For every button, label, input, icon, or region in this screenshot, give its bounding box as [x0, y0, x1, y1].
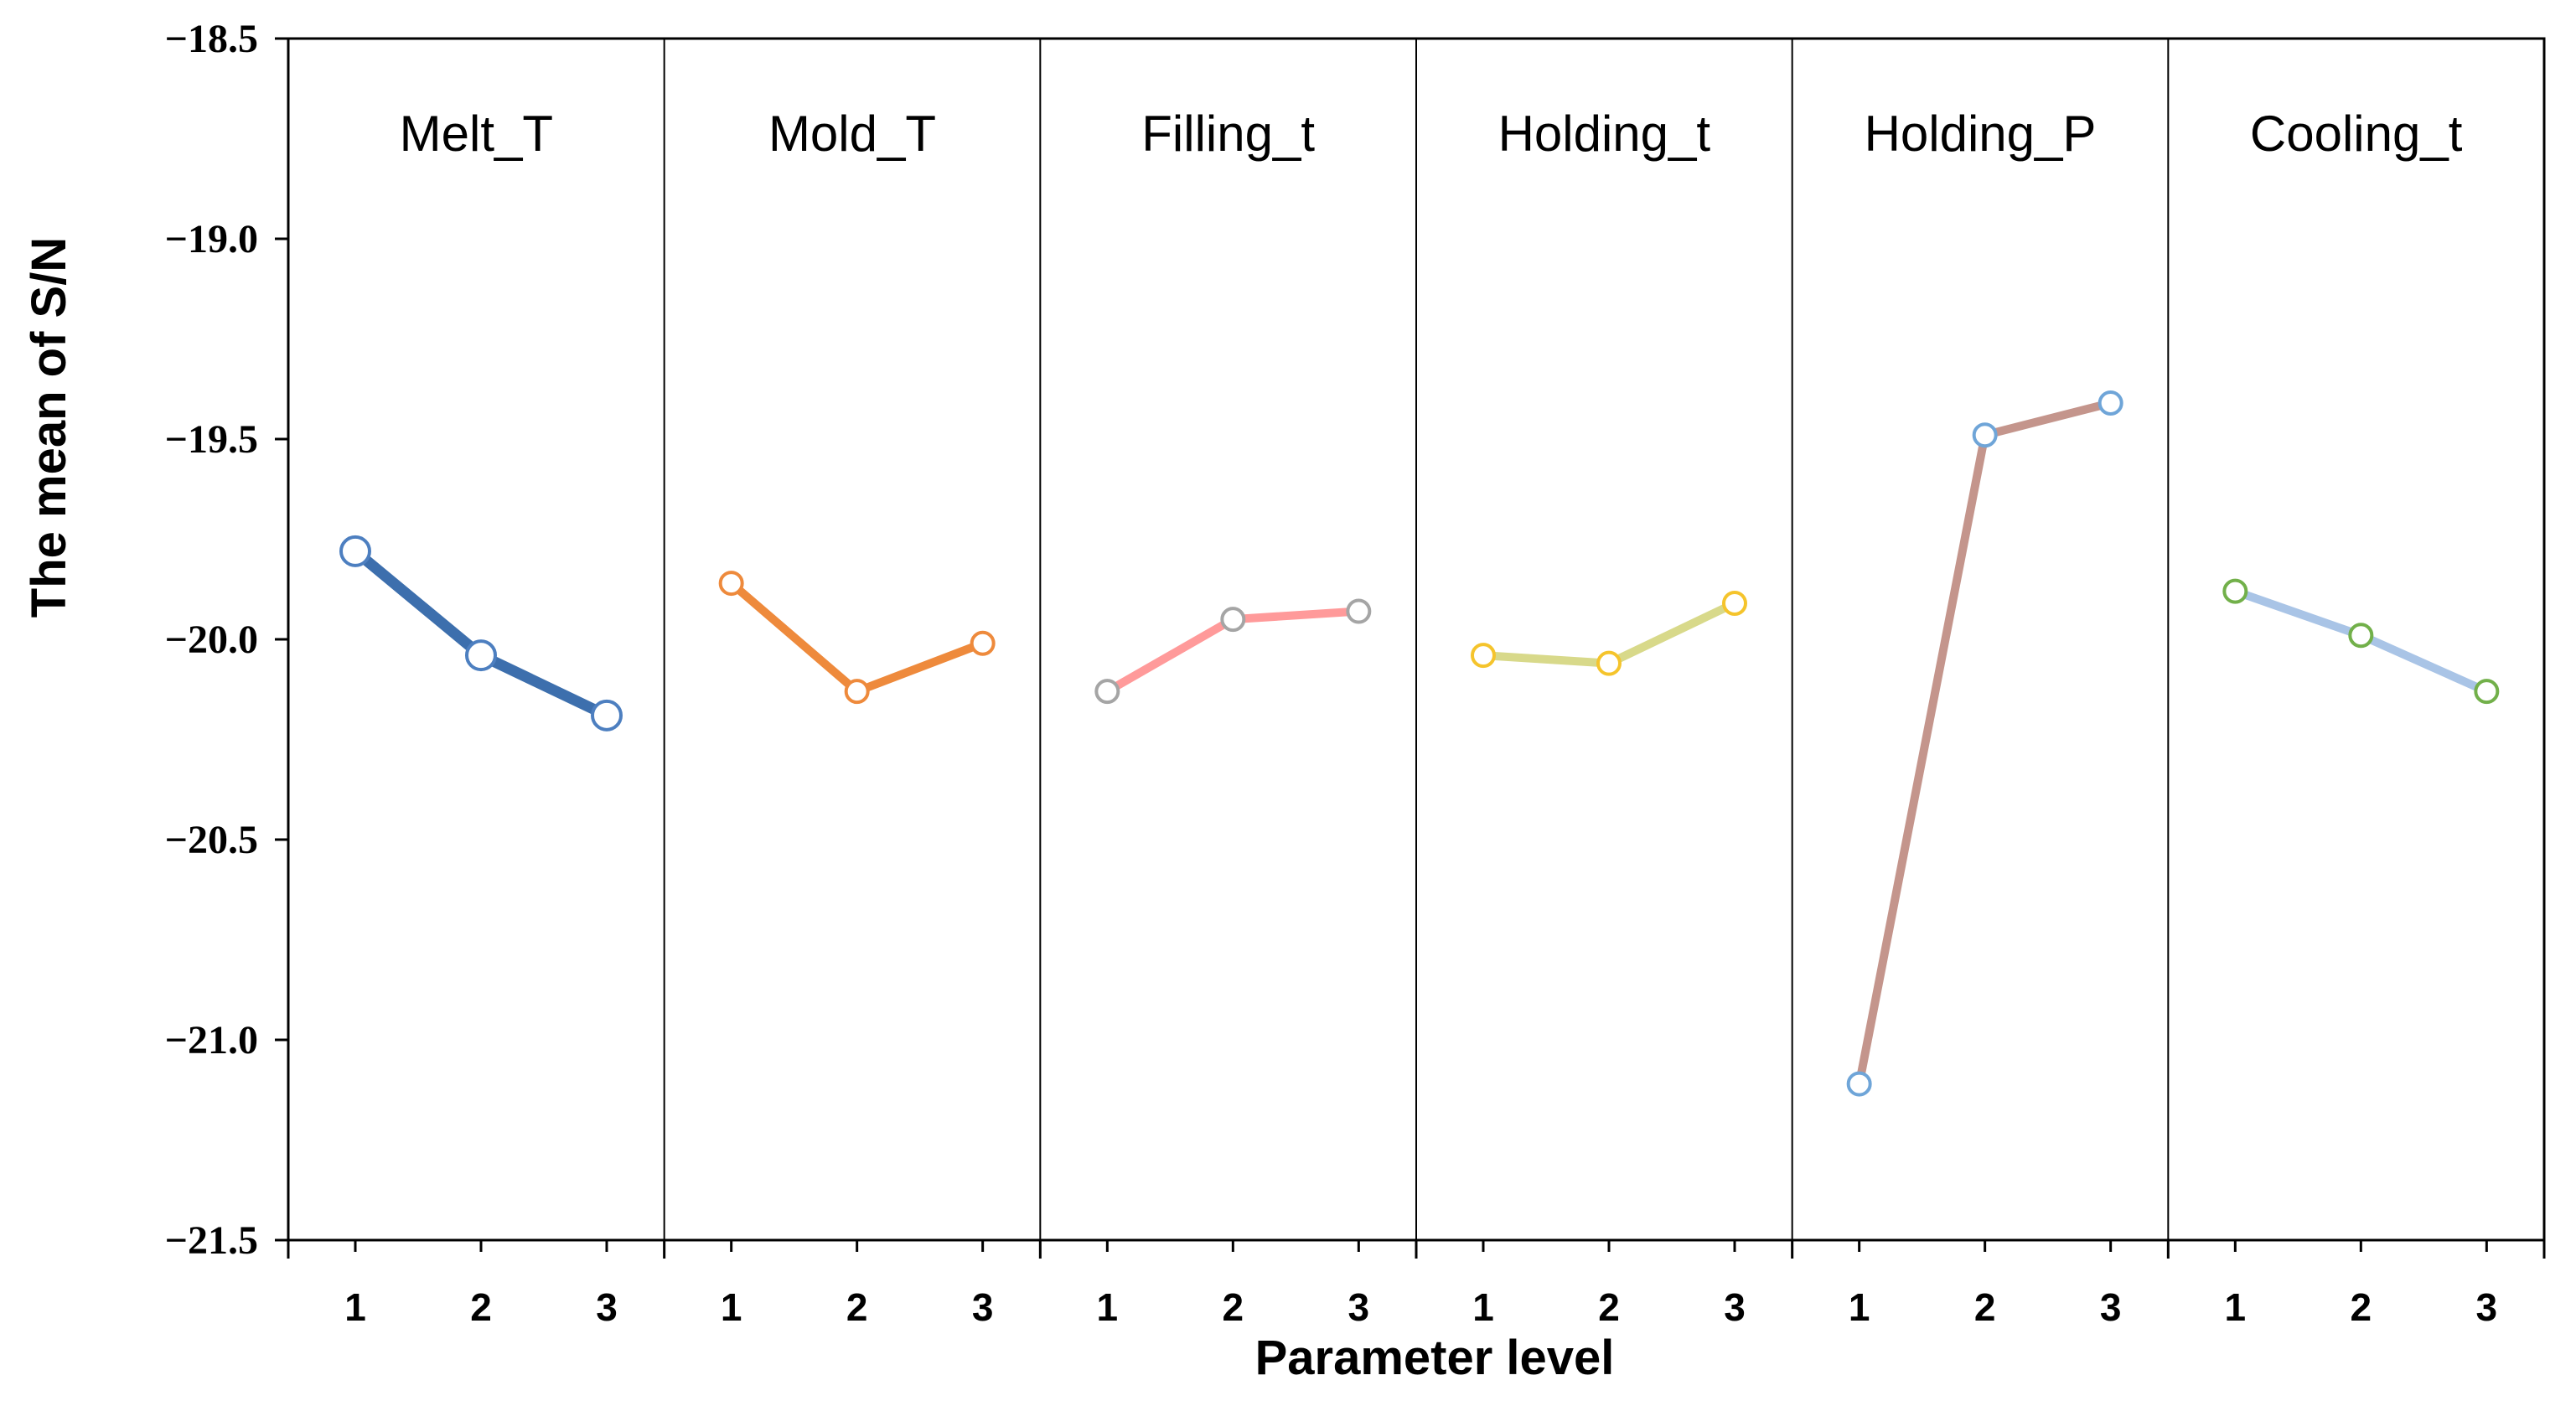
data-point — [2474, 679, 2500, 705]
data-point — [1596, 650, 1622, 676]
data-point — [1220, 607, 1246, 633]
panel-label: Filling_t — [1141, 106, 1315, 162]
x-tick-label: 3 — [1348, 1285, 1370, 1329]
y-axis-title: The mean of S/N — [22, 237, 76, 618]
panel-label: Mold_T — [768, 106, 936, 162]
panel-label: Cooling_t — [2250, 106, 2463, 162]
data-point — [1972, 422, 1998, 448]
x-tick-label: 3 — [596, 1285, 618, 1329]
data-point — [339, 535, 371, 567]
x-axis-title: Parameter level — [1255, 1331, 1615, 1385]
panel-label: Holding_P — [1865, 106, 2097, 162]
data-point — [2098, 390, 2123, 416]
x-tick-label: 2 — [846, 1285, 868, 1329]
data-point — [465, 639, 497, 672]
x-tick-label: 1 — [2225, 1285, 2247, 1329]
data-point — [1094, 679, 1120, 705]
data-point — [1846, 1071, 1872, 1097]
data-point — [718, 571, 744, 597]
x-tick-label: 1 — [1472, 1285, 1494, 1329]
x-tick-label: 1 — [1097, 1285, 1119, 1329]
plot-area: −18.5 −19.0 −19.5 −20.0 −20.5 −21.0 −21.5 Melt_… — [165, 17, 2546, 1329]
x-tick-label: 3 — [2100, 1285, 2122, 1329]
y-tick-label: −19.5 — [165, 417, 258, 462]
data-point — [2348, 623, 2374, 649]
data-point — [970, 630, 996, 656]
data-point — [1722, 590, 1747, 616]
data-point — [2222, 578, 2248, 604]
panel-label: Melt_T — [400, 106, 553, 162]
x-tick-label: 1 — [344, 1285, 366, 1329]
x-tick-label: 2 — [1223, 1285, 1244, 1329]
x-tick-label: 2 — [470, 1285, 492, 1329]
x-tick-label: 3 — [1724, 1285, 1746, 1329]
data-point — [844, 679, 870, 705]
x-tick-label: 3 — [972, 1285, 994, 1329]
y-tick-label: −19.0 — [165, 217, 258, 261]
x-tick-label: 3 — [2476, 1285, 2498, 1329]
y-tick-label: −20.0 — [165, 618, 258, 662]
x-tick-label: 2 — [1598, 1285, 1620, 1329]
y-tick-label: −18.5 — [165, 17, 258, 61]
data-point — [591, 699, 623, 732]
y-tick-label: −21.0 — [165, 1018, 258, 1062]
x-tick-label: 2 — [2351, 1285, 2372, 1329]
x-tick-label: 1 — [1849, 1285, 1870, 1329]
y-tick-label: −21.5 — [165, 1218, 258, 1263]
y-tick-label: −20.5 — [165, 818, 258, 862]
data-point — [1471, 643, 1496, 669]
x-tick-label: 2 — [1974, 1285, 1996, 1329]
panel-label: Holding_t — [1498, 106, 1711, 162]
data-point — [1346, 598, 1372, 624]
x-tick-label: 1 — [721, 1285, 742, 1329]
